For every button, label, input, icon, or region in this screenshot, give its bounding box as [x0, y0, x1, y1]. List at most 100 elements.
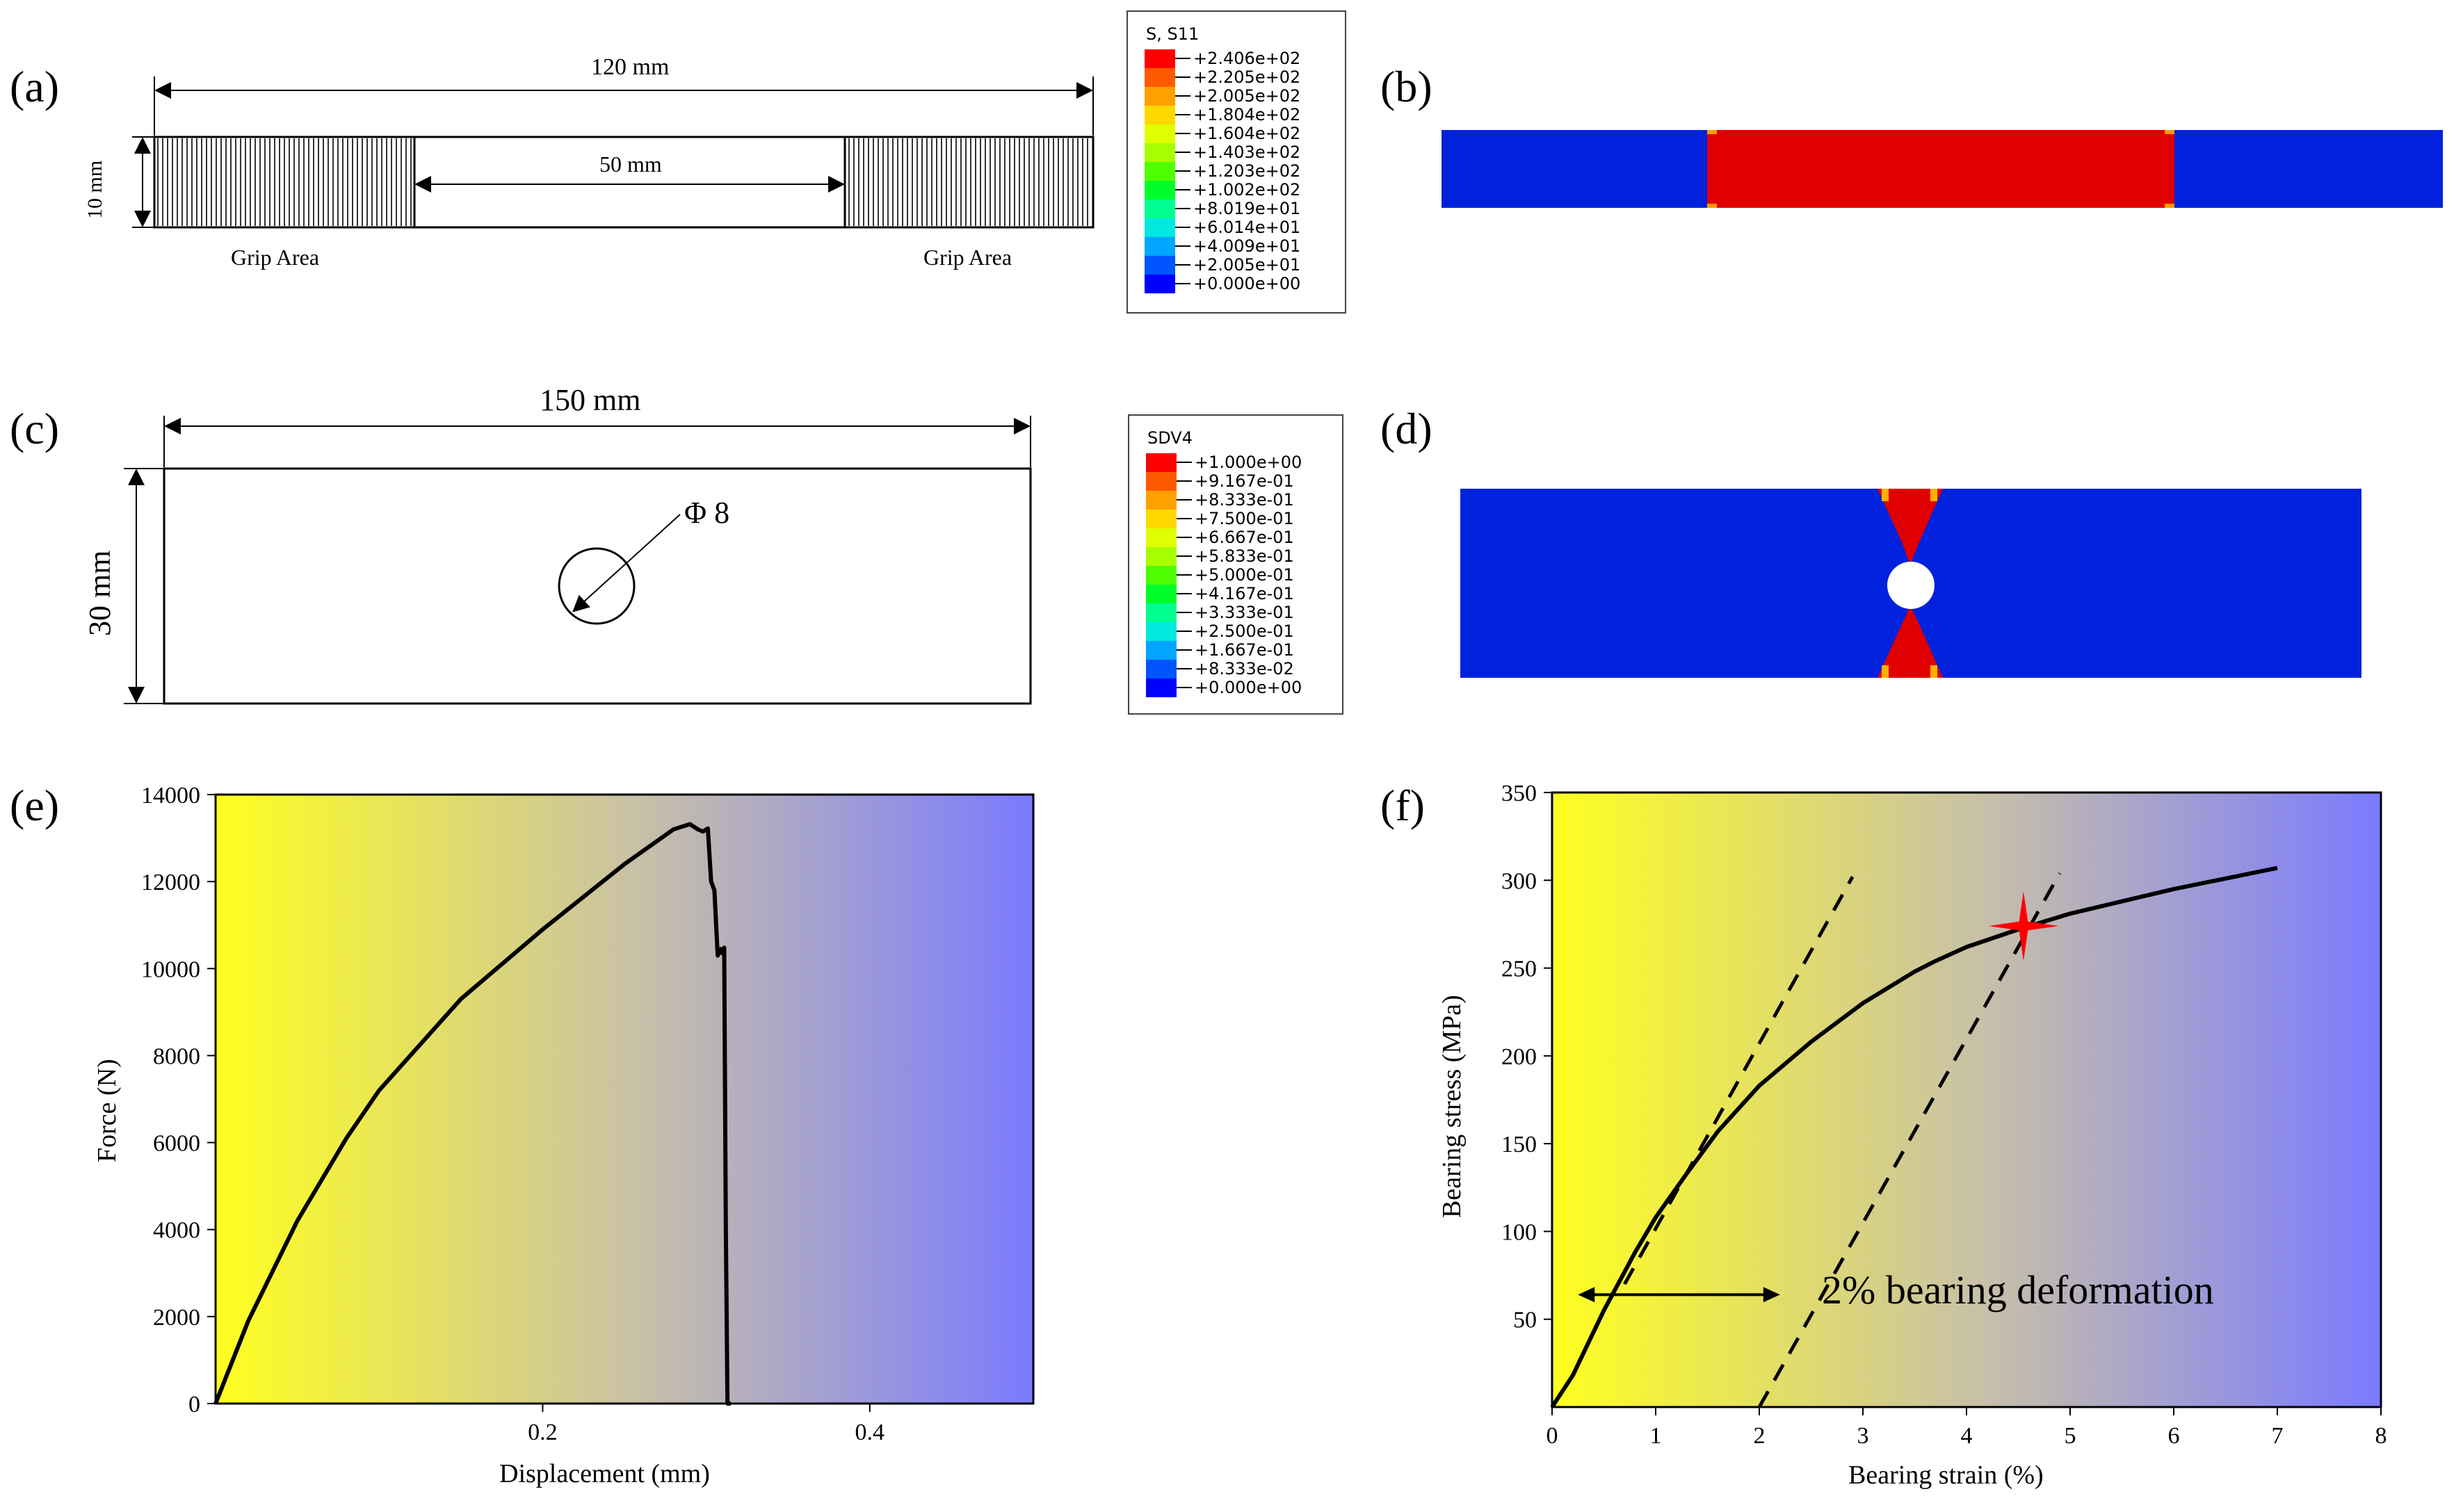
legend-s11-tick	[1175, 114, 1190, 115]
legend-s11-title: S, S11	[1146, 24, 1200, 44]
legend-sdv4-swatch	[1146, 491, 1177, 510]
legend-s11-value: +1.403e+02	[1193, 143, 1301, 162]
legend-s11-swatch	[1145, 68, 1175, 87]
legend-s11: S, S11 +2.406e+02 +2.205e+02 +2.005e+02 +1.…	[1126, 10, 1346, 314]
chart-f-ytick-label: 50	[1513, 1308, 1537, 1333]
panel-label-e: (e)	[10, 781, 60, 830]
legend-sdv4-swatch	[1146, 547, 1177, 566]
legend-s11-value: +1.604e+02	[1193, 124, 1301, 143]
legend-s11-swatch	[1145, 87, 1175, 106]
chart-f-ytick-label: 150	[1501, 1132, 1537, 1157]
length-label-c: 150 mm	[540, 383, 641, 417]
legend-sdv4-swatch	[1146, 510, 1177, 528]
chart-e-xlabel: Displacement (mm)	[499, 1459, 710, 1488]
legend-sdv4-tick	[1177, 574, 1192, 576]
chart-e-ytick-label: 14000	[141, 783, 200, 808]
panel-label-b: (b)	[1380, 62, 1432, 111]
legend-sdv4-value: +8.333e-02	[1195, 659, 1294, 678]
legend-sdv4-swatch	[1146, 603, 1177, 622]
chart-f-xtick-label: 5	[2065, 1423, 2076, 1449]
legend-sdv4-value: +0.000e+00	[1195, 678, 1302, 697]
legend-s11-tick	[1175, 208, 1190, 209]
legend-sdv4-value: +1.000e+00	[1195, 453, 1302, 472]
fea-d-damage-top	[1877, 489, 1943, 564]
chart-f-xlabel: Bearing strain (%)	[1848, 1461, 2044, 1490]
legend-sdv4-value: +5.000e-01	[1195, 565, 1294, 585]
legend-s11-value: +1.002e+02	[1193, 180, 1301, 200]
legend-sdv4: SDV4 +1.000e+00 +9.167e-01 +8.333e-01 +7.50…	[1128, 414, 1343, 715]
fea-d-hole	[1887, 562, 1935, 609]
chart-f-xtick-label: 0	[1547, 1423, 1558, 1449]
legend-s11-value: +2.406e+02	[1193, 49, 1301, 68]
chart-f-xtick-label: 7	[2272, 1423, 2284, 1449]
legend-sdv4-tick	[1177, 593, 1192, 594]
legend-s11-swatch	[1145, 256, 1175, 275]
grip-hatch-right	[845, 138, 1092, 226]
legend-s11-tick	[1175, 283, 1190, 284]
chart-f-xtick-label: 1	[1650, 1423, 1662, 1449]
legend-s11-swatch	[1145, 181, 1175, 200]
chart-f-arrow-head-right	[1763, 1287, 1780, 1303]
chart-e-ytick-label: 10000	[141, 957, 200, 982]
legend-s11-value: +8.019e+01	[1193, 199, 1301, 218]
length-label-a: 120 mm	[591, 54, 670, 80]
chart-e-ytick-label: 8000	[153, 1043, 200, 1069]
legend-s11-value: +2.005e+01	[1193, 255, 1301, 275]
chart-e-series-line	[213, 822, 731, 1406]
legend-sdv4-value: +3.333e-01	[1195, 603, 1294, 622]
chart-f-ytick-label: 350	[1501, 781, 1537, 806]
chart-f-plot-area	[1551, 791, 2382, 1408]
legend-s11-tick	[1175, 170, 1190, 172]
legend-s11-tick	[1175, 58, 1190, 59]
fea-b-red-gauge	[1707, 130, 2174, 208]
legend-s11-tick	[1175, 76, 1190, 78]
legend-s11-swatch	[1145, 106, 1175, 124]
legend-sdv4-tick	[1177, 612, 1192, 613]
chart-e-xtick-label: 0.4	[855, 1420, 885, 1445]
legend-s11-value: +2.005e+02	[1193, 86, 1301, 106]
legend-s11-swatch	[1145, 200, 1175, 218]
chart-f-annotation: 2% bearing deformation	[1822, 1267, 2214, 1312]
legend-sdv4-tick	[1177, 480, 1192, 482]
legend-sdv4-tick	[1177, 555, 1192, 557]
legend-sdv4-value: +5.833e-01	[1195, 546, 1294, 566]
legend-sdv4-value: +4.167e-01	[1195, 584, 1294, 603]
legend-sdv4-swatch	[1146, 472, 1177, 491]
chart-f-xtick-label: 2	[1754, 1423, 1766, 1449]
legend-s11-swatch	[1145, 162, 1175, 181]
chart-f-star-marker	[1988, 891, 2058, 961]
legend-sdv4-tick	[1177, 462, 1192, 463]
legend-s11-value: +0.000e+00	[1193, 274, 1301, 293]
legend-sdv4-value: +2.500e-01	[1195, 621, 1294, 641]
hole-label: Φ 8	[684, 496, 730, 530]
legend-s11-value: +1.203e+02	[1193, 161, 1301, 181]
legend-s11-swatch	[1145, 143, 1175, 162]
grip-label-left: Grip Area	[231, 245, 320, 270]
panel-label-d: (d)	[1380, 404, 1432, 453]
panel-label-f: (f)	[1380, 781, 1425, 830]
legend-sdv4-value: +1.667e-01	[1195, 640, 1294, 660]
fea-d-damage-bottom	[1877, 606, 1943, 678]
legend-s11-tick	[1175, 189, 1190, 190]
legend-sdv4-tick	[1177, 518, 1192, 519]
legend-s11-value: +4.009e+01	[1193, 236, 1301, 256]
chart-f-xtick-label: 6	[2168, 1423, 2180, 1449]
legend-sdv4-tick	[1177, 668, 1192, 669]
panel-label-c: (c)	[10, 404, 60, 453]
legend-sdv4-swatch	[1146, 678, 1177, 697]
chart-f-series-line	[1623, 876, 1855, 1285]
legend-s11-value: +1.804e+02	[1193, 105, 1301, 124]
legend-s11-swatch	[1145, 124, 1175, 143]
legend-s11-tick	[1175, 133, 1190, 134]
legend-sdv4-tick	[1177, 499, 1192, 501]
chart-e-ytick-label: 4000	[153, 1218, 200, 1244]
legend-sdv4-tick	[1177, 649, 1192, 651]
legend-sdv4-tick	[1177, 687, 1192, 688]
legend-sdv4-title: SDV4	[1147, 428, 1193, 448]
legend-s11-swatch	[1145, 237, 1175, 256]
chart-f-ytick-label: 200	[1501, 1044, 1537, 1070]
